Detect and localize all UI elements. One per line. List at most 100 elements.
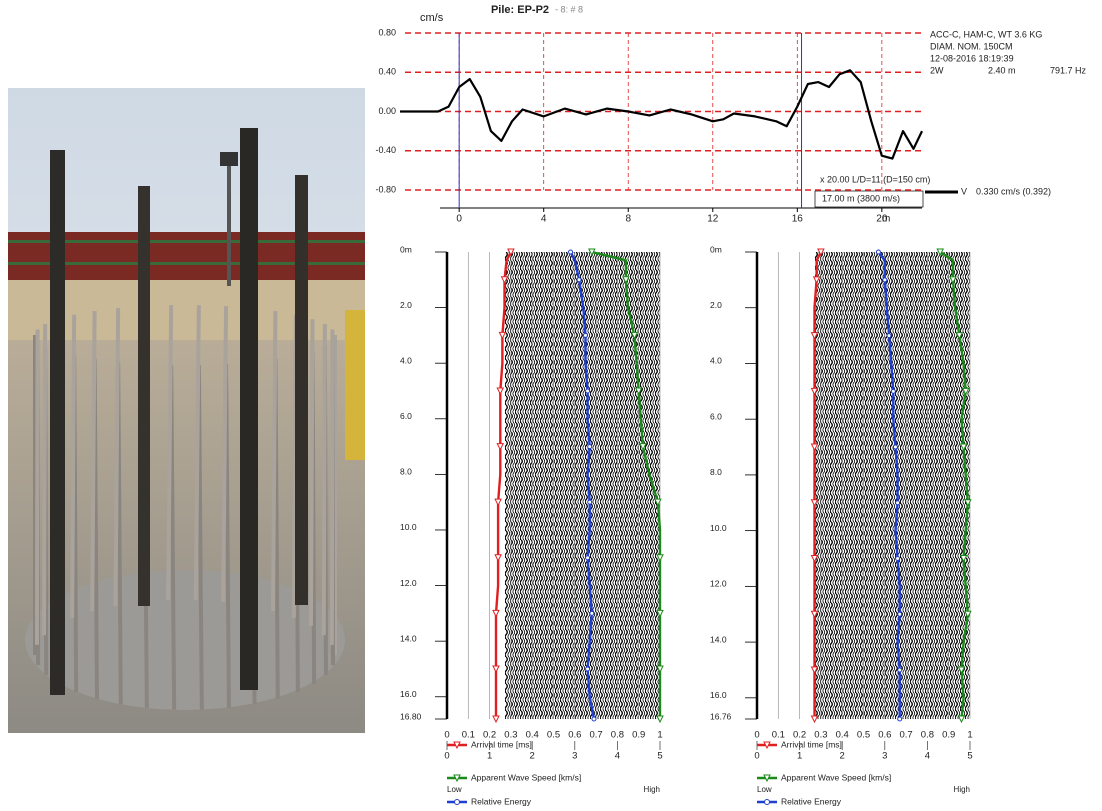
point-marker bbox=[810, 332, 819, 340]
x2-tick-label: 3 bbox=[572, 751, 577, 762]
x-tick-label: 0.2 bbox=[483, 730, 496, 741]
point-marker bbox=[587, 444, 593, 450]
container-stripe bbox=[8, 262, 365, 265]
point-marker bbox=[656, 715, 664, 724]
y-tick-label: 12.0 bbox=[710, 579, 727, 589]
annotation: DIAM. NOM. 150CM bbox=[930, 41, 1013, 51]
legend-marker bbox=[763, 741, 771, 750]
point-marker bbox=[587, 499, 593, 505]
point-marker bbox=[875, 249, 881, 255]
rebar bbox=[221, 306, 229, 603]
x-tick-label: 0.7 bbox=[589, 730, 602, 741]
point-marker bbox=[492, 665, 500, 674]
profile-line bbox=[494, 251, 512, 719]
point-marker bbox=[568, 249, 574, 255]
x-tick-label: 0.5 bbox=[857, 730, 870, 741]
y-tick-label: 0m bbox=[400, 244, 412, 254]
point-marker bbox=[585, 388, 591, 394]
y-tick-label: 10.0 bbox=[400, 522, 417, 532]
x-tick-label: 0.4 bbox=[526, 730, 539, 741]
chart-subtitle: - 8: # 8 bbox=[555, 4, 583, 14]
point-marker bbox=[882, 277, 888, 283]
legend-label: Relative Energy bbox=[471, 796, 532, 806]
y-tick-label: 4.0 bbox=[400, 355, 412, 365]
point-marker bbox=[810, 666, 819, 675]
point-marker bbox=[886, 333, 892, 339]
y-tick-label: 8.0 bbox=[710, 467, 722, 477]
profile-line bbox=[591, 250, 662, 719]
x2-tick-label: 1 bbox=[487, 751, 492, 762]
point-marker bbox=[492, 609, 500, 618]
machine bbox=[345, 310, 365, 460]
rebar bbox=[329, 329, 335, 645]
x-tick-label: 0 bbox=[444, 730, 449, 741]
legend-marker bbox=[763, 774, 771, 783]
rebar bbox=[42, 324, 48, 636]
point-marker bbox=[507, 248, 515, 257]
x-tick-label: 0.5 bbox=[547, 730, 560, 741]
x2-tick-label: 3 bbox=[882, 751, 887, 762]
legend-label: Arrival time [ms] bbox=[781, 739, 842, 749]
point-marker bbox=[496, 443, 505, 451]
x2-tick-label: 2 bbox=[840, 751, 845, 762]
rebar bbox=[271, 311, 278, 612]
point-marker bbox=[494, 498, 502, 507]
point-marker bbox=[654, 498, 662, 507]
point-marker bbox=[892, 444, 898, 450]
x-tick-label: 1 bbox=[657, 730, 662, 741]
y-tick-label: 0.00 bbox=[378, 106, 396, 116]
legend-marker bbox=[453, 741, 461, 750]
x2-tick-label: 1 bbox=[797, 751, 802, 762]
point-marker bbox=[496, 387, 505, 396]
point-marker bbox=[634, 387, 643, 396]
x-tick-label: 1 bbox=[967, 730, 972, 741]
profile-line bbox=[877, 251, 901, 719]
point-marker bbox=[817, 248, 825, 257]
x-tick-label: 20 bbox=[876, 214, 888, 225]
x-tick-label: 0.1 bbox=[772, 730, 785, 741]
point-marker bbox=[576, 277, 582, 283]
point-marker bbox=[585, 555, 591, 561]
rebar bbox=[193, 305, 201, 601]
annotation: 2W bbox=[930, 65, 944, 75]
point-marker bbox=[500, 276, 509, 284]
site-photo bbox=[8, 88, 365, 733]
point-marker bbox=[890, 388, 896, 394]
x2-tick-label: 5 bbox=[967, 751, 972, 762]
y-tick-label: 2.0 bbox=[400, 300, 412, 310]
point-marker bbox=[656, 665, 664, 674]
x-tick-label: 0.9 bbox=[942, 730, 955, 741]
y-tick-label: 6.0 bbox=[710, 411, 722, 421]
x-tick-label: 12 bbox=[707, 214, 719, 225]
x-tick-label: 0.3 bbox=[504, 730, 517, 741]
x-tick-label: 0.3 bbox=[814, 730, 827, 741]
point-marker bbox=[895, 500, 901, 506]
waveform-texture bbox=[815, 252, 970, 719]
y-tick-label: 14.0 bbox=[710, 634, 727, 644]
x3-tick-label: Low bbox=[447, 785, 462, 794]
y-tick-label: 0m bbox=[710, 244, 722, 254]
rebar bbox=[321, 324, 327, 636]
x2-tick-label: 0 bbox=[754, 751, 759, 762]
point-marker bbox=[810, 555, 819, 563]
point-marker bbox=[585, 666, 591, 672]
legend-label: Apparent Wave Speed [km/s] bbox=[781, 772, 891, 782]
annotation-box bbox=[814, 190, 924, 208]
container-stripe bbox=[8, 240, 365, 243]
point-marker bbox=[897, 611, 903, 617]
point-marker bbox=[897, 716, 903, 722]
lamp-pole bbox=[227, 166, 231, 286]
legend-marker bbox=[764, 799, 770, 805]
x-tick-label: 0.9 bbox=[632, 730, 645, 741]
chart-title: Pile: EP-P2 bbox=[491, 4, 549, 16]
point-marker bbox=[639, 443, 647, 451]
x-tick-label: 0.8 bbox=[611, 730, 624, 741]
point-marker bbox=[964, 499, 972, 507]
rebar bbox=[166, 305, 174, 601]
legend-marker bbox=[454, 799, 460, 805]
annotation: ACC-C, HAM-C, WT 3.6 KG bbox=[930, 29, 1042, 39]
point-marker bbox=[656, 609, 664, 618]
point-marker bbox=[959, 443, 968, 452]
point-marker bbox=[957, 666, 966, 675]
